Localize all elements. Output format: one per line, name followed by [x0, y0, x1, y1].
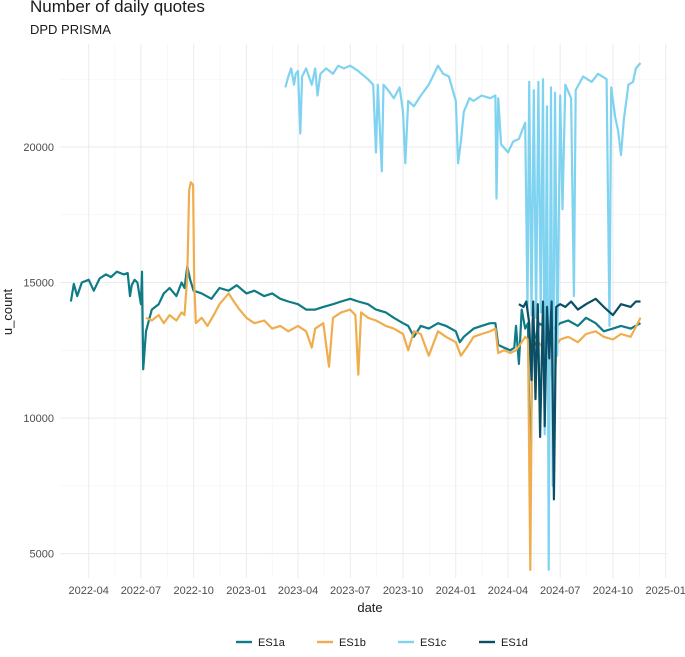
x-tick-label: 2025-01 — [646, 585, 685, 597]
series-line-es1c — [284, 62, 642, 571]
x-tick-label: 2024-04 — [488, 585, 528, 597]
y-tick-label: 5000 — [30, 549, 54, 561]
x-tick-label: 2024-07 — [540, 585, 580, 597]
chart-subtitle: DPD PRISMA — [30, 22, 111, 37]
legend-label-es1c: ES1c — [420, 637, 447, 649]
x-axis-ticks: 2022-04 2022-07 2022-10 2023-01 2023-04 2023-… — [68, 585, 685, 597]
legend-label-es1d: ES1d — [501, 637, 528, 649]
x-tick-label: 2023-07 — [330, 585, 370, 597]
y-axis-label: u_count — [0, 288, 15, 335]
x-tick-label: 2022-10 — [173, 585, 213, 597]
legend: ES1a ES1b ES1c ES1d — [236, 637, 528, 649]
series-layer — [69, 62, 642, 571]
chart-title: Number of daily quotes — [30, 0, 205, 16]
x-tick-label: 2023-10 — [383, 585, 423, 597]
grid-minor — [60, 44, 668, 578]
x-tick-label: 2023-01 — [226, 585, 266, 597]
x-tick-label: 2022-04 — [68, 585, 108, 597]
x-tick-label: 2022-07 — [121, 585, 161, 597]
x-axis-label: date — [357, 600, 382, 615]
x-tick-label: 2024-01 — [436, 585, 476, 597]
legend-label-es1b: ES1b — [339, 637, 366, 649]
y-tick-label: 20000 — [23, 142, 54, 154]
x-tick-label: 2023-04 — [278, 585, 318, 597]
series-line-es1b — [145, 181, 642, 571]
y-tick-label: 15000 — [23, 278, 54, 290]
series-line-es1d — [518, 297, 641, 501]
y-axis-ticks: 5000 10000 15000 20000 — [23, 142, 54, 561]
y-tick-label: 10000 — [23, 413, 54, 425]
x-tick-label: 2024-10 — [593, 585, 633, 597]
legend-label-es1a: ES1a — [258, 637, 286, 649]
